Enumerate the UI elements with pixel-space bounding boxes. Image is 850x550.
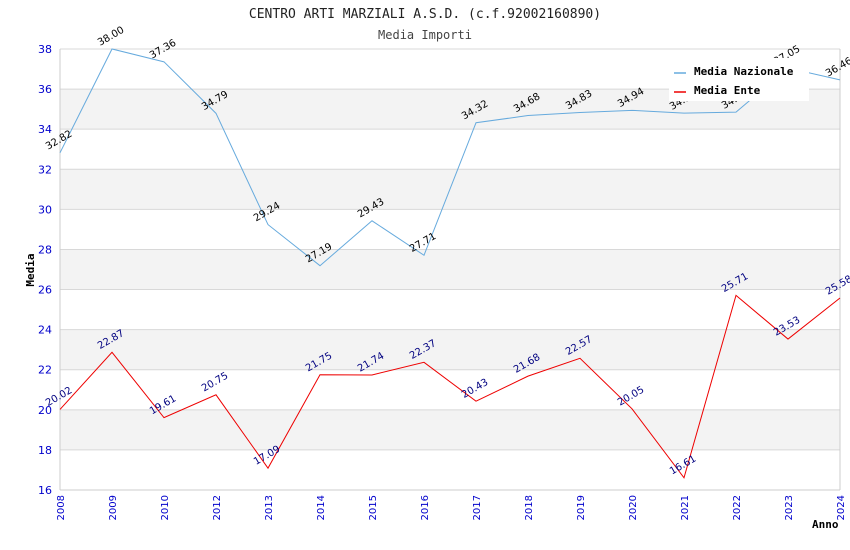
grid-band <box>60 289 840 330</box>
y-tick-label: 36 <box>38 83 52 96</box>
x-tick-label: 2022 <box>732 495 743 520</box>
y-tick-label: 16 <box>38 484 52 497</box>
grid-band <box>60 249 840 290</box>
legend-label-media-nazionale: Media Nazionale <box>694 65 794 78</box>
y-tick-label: 18 <box>38 444 52 457</box>
x-tick-label: 2015 <box>368 495 379 520</box>
x-tick-label: 2023 <box>784 495 795 520</box>
y-tick-label: 28 <box>38 243 52 256</box>
x-tick-label: 2017 <box>472 495 483 520</box>
grid-band <box>60 129 840 170</box>
y-tick-label: 26 <box>38 284 52 297</box>
x-tick-label: 2018 <box>524 495 535 520</box>
x-tick-label: 2008 <box>56 495 67 520</box>
y-axis-ticks: 16 18 20 22 24 26 28 30 32 34 36 38 <box>38 43 52 497</box>
x-tick-label: 2016 <box>420 495 431 520</box>
grid-bands <box>60 49 840 490</box>
y-tick-label: 34 <box>38 123 52 136</box>
y-tick-label: 38 <box>38 43 52 56</box>
legend-label-media-ente: Media Ente <box>694 84 761 97</box>
grid-band <box>60 409 840 450</box>
data-label: 38.00 <box>96 25 126 49</box>
series-lines <box>59 48 841 479</box>
chart-subtitle: Media Importi <box>378 28 472 42</box>
y-axis-label: Media <box>24 253 37 286</box>
grid-band <box>60 449 840 490</box>
x-tick-label: 2021 <box>680 495 691 520</box>
series-line-media-nazionale <box>59 48 841 267</box>
legend: Media Nazionale Media Ente <box>669 58 809 101</box>
legend-box <box>669 58 809 101</box>
y-tick-label: 24 <box>38 324 52 337</box>
x-tick-label: 2010 <box>160 495 171 520</box>
x-tick-label: 2013 <box>264 495 275 520</box>
grid-band <box>60 329 840 370</box>
y-tick-label: 22 <box>38 364 52 377</box>
x-axis-ticks: 2008 2009 2010 2012 2013 2014 2015 2016 2017 2018… <box>56 495 847 520</box>
y-tick-label: 30 <box>38 203 52 216</box>
series-line-media-ente <box>59 294 841 479</box>
x-tick-label: 2019 <box>576 495 587 520</box>
grid-band <box>60 209 840 250</box>
chart-title: CENTRO ARTI MARZIALI A.S.D. (c.f.9200216… <box>249 7 601 22</box>
y-tick-label: 32 <box>38 163 52 176</box>
y-tick-label: 20 <box>38 404 52 417</box>
x-tick-label: 2009 <box>108 495 119 520</box>
x-tick-label: 2020 <box>628 495 639 520</box>
x-tick-label: 2014 <box>316 495 327 520</box>
x-tick-label: 2012 <box>212 495 223 520</box>
x-tick-label: 2024 <box>836 495 847 520</box>
grid-band <box>60 369 840 410</box>
x-axis-label: Anno <box>812 518 839 531</box>
